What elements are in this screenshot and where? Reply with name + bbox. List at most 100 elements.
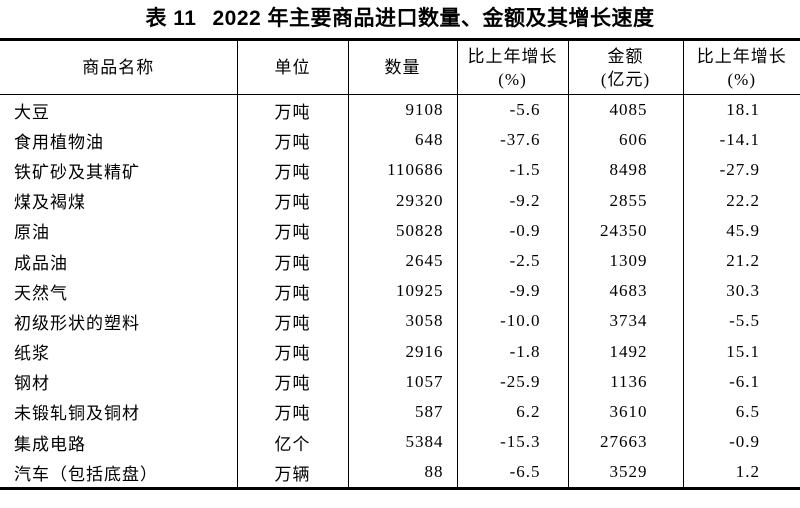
- table-row: 大豆 万吨 9108 -5.6 4085 18.1: [0, 94, 800, 126]
- table-row: 成品油 万吨 2645 -2.5 1309 21.2: [0, 245, 800, 277]
- table-row: 天然气 万吨 10925 -9.9 4683 30.3: [0, 276, 800, 307]
- cell-quantity: 9108: [348, 94, 458, 126]
- cell-quantity: 2916: [348, 336, 458, 367]
- cell-amount: 1492: [568, 336, 684, 367]
- cell-quantity: 29320: [348, 185, 458, 216]
- table-number: 表 11: [145, 7, 197, 30]
- cell-quantity-growth: -2.5: [457, 245, 569, 277]
- cell-amount: 3734: [568, 306, 684, 337]
- table-row: 纸浆 万吨 2916 -1.8 1492 15.1: [0, 336, 800, 367]
- cell-unit: 万吨: [237, 336, 349, 367]
- cell-quantity: 648: [348, 125, 458, 156]
- cell-quantity-growth: -9.9: [457, 276, 569, 307]
- cell-amount: 4085: [568, 94, 684, 126]
- cell-commodity-name: 成品油: [0, 245, 238, 277]
- cell-amount-growth: 30.3: [726, 281, 760, 301]
- cell-amount: 3529: [568, 457, 684, 489]
- cell-amount-growth: -5.5: [729, 311, 760, 331]
- cell-quantity: 2645: [348, 245, 458, 277]
- cell-commodity-name: 纸浆: [0, 336, 238, 367]
- table-row: 原油 万吨 50828 -0.9 24350 45.9: [0, 215, 800, 246]
- cell-amount: 3610: [568, 396, 684, 428]
- cell-quantity-growth: -25.9: [457, 366, 569, 397]
- cell-quantity-growth: -6.5: [457, 457, 569, 489]
- cell-unit: 万吨: [237, 215, 349, 246]
- column-header-amount: 金额 (亿元): [568, 39, 684, 95]
- cell-amount: 1309: [568, 245, 684, 277]
- cell-unit: 万吨: [237, 276, 349, 307]
- cell-commodity-name: 集成电路: [0, 427, 238, 458]
- cell-commodity-name: 大豆: [0, 94, 238, 126]
- cell-commodity-name: 初级形状的塑料: [0, 306, 238, 337]
- cell-quantity: 88: [348, 457, 458, 489]
- cell-amount-growth: -0.9: [729, 432, 760, 452]
- cell-unit: 万吨: [237, 245, 349, 277]
- cell-amount: 8498: [568, 155, 684, 186]
- cell-quantity: 3058: [348, 306, 458, 337]
- cell-quantity: 587: [348, 396, 458, 428]
- cell-unit: 万吨: [237, 366, 349, 397]
- table-row: 钢材 万吨 1057 -25.9 1136 -6.1: [0, 366, 800, 397]
- cell-commodity-name: 铁矿砂及其精矿: [0, 155, 238, 186]
- column-header-unit: 单位: [237, 39, 349, 95]
- cell-amount: 24350: [568, 215, 684, 246]
- table-title-text: 2022 年主要商品进口数量、金额及其增长速度: [212, 7, 655, 30]
- cell-quantity-growth: -10.0: [457, 306, 569, 337]
- cell-amount: 27663: [568, 427, 684, 458]
- cell-quantity-growth: -1.5: [457, 155, 569, 186]
- cell-commodity-name: 煤及褐煤: [0, 185, 238, 216]
- cell-commodity-name: 天然气: [0, 276, 238, 307]
- table-body: 大豆 万吨 9108 -5.6 4085 18.1 食用植物油 万吨 648 -…: [0, 94, 800, 489]
- cell-commodity-name: 食用植物油: [0, 125, 238, 156]
- cell-amount-growth: 45.9: [726, 220, 760, 240]
- cell-unit: 亿个: [237, 427, 349, 458]
- table-row: 食用植物油 万吨 648 -37.6 606 -14.1: [0, 125, 800, 156]
- cell-amount: 1136: [568, 366, 684, 397]
- cell-amount-growth: -27.9: [719, 160, 760, 180]
- cell-quantity: 1057: [348, 366, 458, 397]
- cell-unit: 万吨: [237, 125, 349, 156]
- cell-commodity-name: 未锻轧铜及铜材: [0, 396, 238, 428]
- cell-quantity-growth: -37.6: [457, 125, 569, 156]
- cell-quantity-growth: 6.2: [457, 396, 569, 428]
- cell-amount-growth: 22.2: [726, 190, 760, 210]
- table-row: 煤及褐煤 万吨 29320 -9.2 2855 22.2: [0, 185, 800, 216]
- cell-amount: 4683: [568, 276, 684, 307]
- table-row: 初级形状的塑料 万吨 3058 -10.0 3734 -5.5: [0, 306, 800, 337]
- table-header-row: 商品名称 单位 数量 比上年增长 (%) 金额 (亿元) 比上年增长 (%): [0, 39, 800, 95]
- cell-unit: 万辆: [237, 457, 349, 489]
- cell-quantity-growth: -1.8: [457, 336, 569, 367]
- cell-commodity-name: 汽车（包括底盘）: [0, 457, 238, 489]
- cell-amount-growth: 18.1: [726, 100, 760, 120]
- cell-unit: 万吨: [237, 306, 349, 337]
- cell-amount-growth: 15.1: [726, 341, 760, 361]
- cell-amount-growth: 1.2: [735, 462, 760, 482]
- cell-amount-growth: -6.1: [729, 371, 760, 391]
- cell-quantity: 5384: [348, 427, 458, 458]
- column-header-commodity: 商品名称: [0, 39, 238, 95]
- cell-amount: 606: [568, 125, 684, 156]
- cell-commodity-name: 钢材: [0, 366, 238, 397]
- cell-quantity: 110686: [348, 155, 458, 186]
- cell-amount-growth: 21.2: [726, 251, 760, 271]
- cell-amount-growth: 6.5: [735, 401, 760, 421]
- cell-unit: 万吨: [237, 155, 349, 186]
- table-row: 铁矿砂及其精矿 万吨 110686 -1.5 8498 -27.9: [0, 155, 800, 186]
- table-title: 表 11 2022 年主要商品进口数量、金额及其增长速度: [0, 0, 800, 33]
- cell-commodity-name: 原油: [0, 215, 238, 246]
- cell-quantity: 50828: [348, 215, 458, 246]
- table-row: 未锻轧铜及铜材 万吨 587 6.2 3610 6.5: [0, 396, 800, 428]
- cell-quantity-growth: -9.2: [457, 185, 569, 216]
- cell-unit: 万吨: [237, 396, 349, 428]
- column-header-amount-growth: 比上年增长 (%): [683, 39, 800, 95]
- cell-unit: 万吨: [237, 185, 349, 216]
- column-header-quantity: 数量: [348, 39, 458, 95]
- import-commodities-table: 商品名称 单位 数量 比上年增长 (%) 金额 (亿元) 比上年增长 (%): [0, 38, 800, 491]
- table-row: 集成电路 亿个 5384 -15.3 27663 -0.9: [0, 427, 800, 458]
- cell-unit: 万吨: [237, 94, 349, 126]
- cell-quantity-growth: -5.6: [457, 94, 569, 126]
- cell-quantity: 10925: [348, 276, 458, 307]
- cell-amount: 2855: [568, 185, 684, 216]
- cell-amount-growth: -14.1: [719, 130, 760, 150]
